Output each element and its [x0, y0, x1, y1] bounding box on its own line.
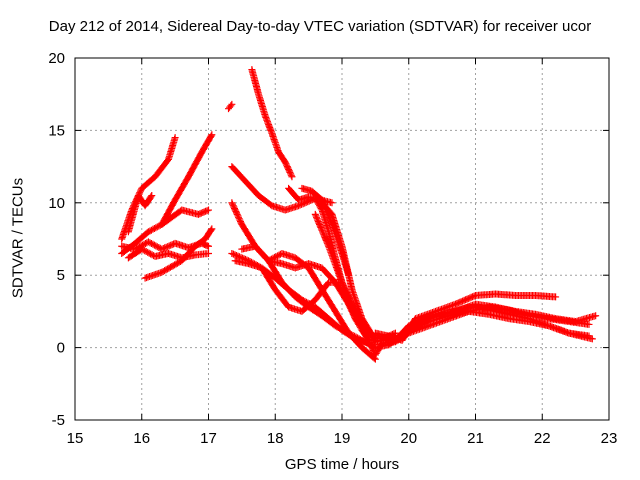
- series-track-p: [265, 249, 379, 363]
- x-tick-label: 23: [601, 430, 618, 447]
- axis-ticks: 15 16 17 18 19 20 21 22 23 -5 0 5 10 15 20: [48, 50, 617, 447]
- series-marker-path: [265, 249, 379, 363]
- x-axis-label: GPS time / hours: [284, 456, 400, 473]
- x-tick-label: 16: [133, 430, 150, 447]
- series-track-g: [158, 131, 216, 229]
- series-track-r: [318, 199, 379, 344]
- x-tick-label: 17: [200, 430, 217, 447]
- series-marker-path: [318, 199, 379, 344]
- series-marker-path: [248, 66, 296, 181]
- x-tick-label: 19: [334, 430, 351, 447]
- y-tick-label: 5: [57, 267, 65, 284]
- series-track-h: [225, 100, 236, 113]
- x-tick-label: 21: [467, 430, 484, 447]
- x-tick-label: 20: [400, 430, 417, 447]
- series-track-s: [311, 210, 399, 343]
- series-marker-path: [141, 225, 216, 282]
- data-markers: [118, 66, 600, 363]
- series-marker-path: [124, 192, 156, 236]
- series-marker-path: [311, 210, 399, 343]
- x-tick-label: 22: [534, 430, 551, 447]
- series-marker-path: [225, 100, 236, 113]
- x-tick-label: 18: [267, 430, 284, 447]
- y-tick-label: 10: [48, 195, 65, 212]
- series-marker-path: [118, 134, 179, 243]
- chart-title: Day 212 of 2014, Sidereal Day-to-day VTE…: [48, 18, 592, 35]
- y-tick-label: 15: [48, 122, 65, 139]
- y-tick-label: 20: [48, 50, 65, 67]
- series-marker-path: [158, 131, 216, 229]
- y-tick-label: -5: [52, 412, 65, 429]
- series-track-x: [405, 307, 596, 343]
- series-track-i: [248, 66, 296, 181]
- x-tick-label: 15: [67, 430, 84, 447]
- series-track-e: [124, 192, 156, 236]
- y-tick-label: 0: [57, 340, 65, 357]
- series-track-a: [118, 134, 179, 243]
- series-marker-path: [405, 307, 596, 343]
- series-track-f: [141, 225, 216, 282]
